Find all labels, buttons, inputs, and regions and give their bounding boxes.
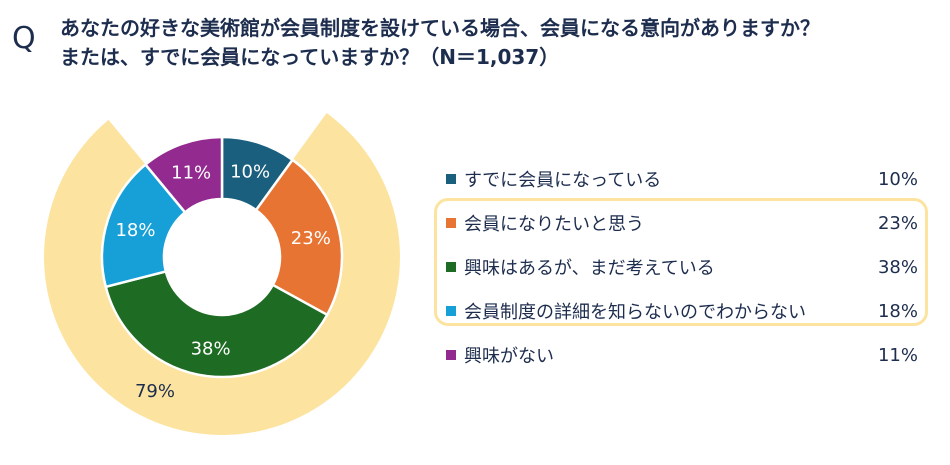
chart-title: あなたの好きな美術館が会員制度を設けている場合、会員になる意向がありますか？ ま… — [60, 14, 945, 72]
legend-label: すでに会員になっている — [464, 170, 662, 191]
outer-group-label: 79% — [135, 381, 175, 402]
outer-group-ring — [44, 112, 401, 436]
donut-slice-labels: 10% 23% 38% 18% 11% — [115, 161, 330, 359]
legend-group-highlight — [434, 198, 928, 326]
donut-slice — [143, 135, 224, 215]
legend-value: 18% — [877, 300, 918, 322]
legend-item: 興味がない 11% — [446, 340, 918, 370]
legend-value: 38% — [877, 256, 918, 278]
legend-label: 会員になりたいと思う — [464, 214, 644, 235]
legend-swatch — [446, 218, 456, 228]
legend-label: 興味がない — [464, 346, 554, 367]
donut-slice-label: 18% — [115, 220, 155, 241]
legend-swatch — [446, 262, 456, 272]
legend-value: 11% — [877, 344, 918, 366]
legend-swatch — [446, 174, 456, 184]
donut-slice-label: 10% — [230, 161, 270, 182]
donut-slice-label: 38% — [191, 338, 231, 359]
legend-swatch — [446, 306, 456, 316]
legend-swatch — [446, 350, 456, 360]
donut-slice-label: 23% — [291, 228, 331, 249]
legend-item: 会員制度の詳細を知らないのでわからない 18% — [446, 296, 918, 326]
legend-label: 興味はあるが、まだ考えている — [464, 258, 715, 279]
legend-item: すでに会員になっている 10% — [446, 164, 918, 194]
question-mark-label: Q — [12, 21, 36, 56]
legend-value: 10% — [877, 168, 918, 190]
donut-slice-label: 11% — [171, 162, 211, 183]
donut-slice — [254, 158, 344, 317]
chart-title-line-2: または、すでに会員になっていますか？（N＝1,037） — [60, 45, 560, 69]
donut-slices — [100, 135, 344, 379]
legend-item: 興味はあるが、まだ考えている 38% — [446, 252, 918, 282]
legend-label: 会員制度の詳細を知らないのでわからない — [464, 302, 806, 323]
legend-value: 23% — [877, 212, 918, 234]
legend-item: 会員になりたいと思う 23% — [446, 208, 918, 238]
donut-chart: 10% 23% 38% 18% 11% 79% — [44, 112, 401, 436]
outer-group-arc — [44, 112, 401, 436]
donut-slice — [104, 269, 329, 379]
chart-title-line-1: あなたの好きな美術館が会員制度を設けている場合、会員になる意向がありますか？ — [60, 16, 820, 40]
